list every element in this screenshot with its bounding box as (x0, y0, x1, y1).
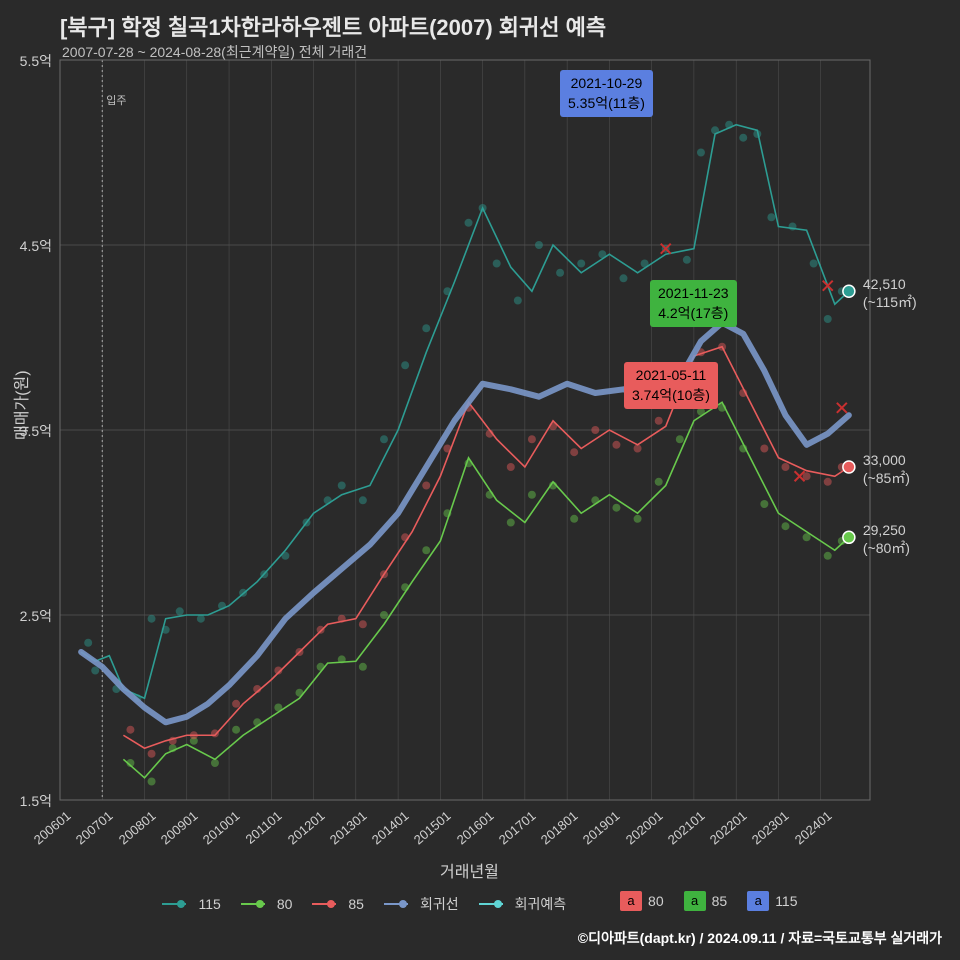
credit-text: ©디아파트(dapt.kr) / 2024.09.11 / 자료=국토교통부 실… (578, 928, 942, 948)
vline-label: 입주 (106, 92, 126, 108)
legend: 115 80 85 회귀선 회귀예측 a80 a85 a115 (0, 891, 960, 915)
y-tick: 2.5억 (10, 606, 52, 626)
y-tick: 4.5억 (10, 236, 52, 256)
end-label: 42,510(~115㎡) (863, 275, 917, 311)
legend-item: 115 (162, 896, 220, 912)
legend-box-item: a80 (620, 891, 664, 911)
end-label: 29,250(~80㎡) (863, 521, 910, 557)
legend-box-item: a115 (747, 891, 797, 911)
end-label: 33,000(~85㎡) (863, 451, 910, 487)
y-tick: 5.5억 (10, 51, 52, 71)
callout: 2021-10-295.35억(11층) (560, 70, 653, 117)
legend-item: 80 (241, 896, 293, 912)
legend-box-swatch: a (747, 891, 769, 911)
legend-box-item: a85 (684, 891, 728, 911)
legend-item: 회귀선 (384, 894, 459, 914)
y-tick: 1.5억 (10, 791, 52, 811)
callout: 2021-11-234.2억(17층) (650, 280, 737, 327)
legend-item: 회귀예측 (479, 894, 567, 914)
legend-item: 85 (312, 896, 364, 912)
legend-box-swatch: a (620, 891, 642, 911)
legend-box-swatch: a (684, 891, 706, 911)
callout: 2021-05-113.74억(10층) (624, 362, 718, 409)
y-tick: 3.5억 (10, 421, 52, 441)
